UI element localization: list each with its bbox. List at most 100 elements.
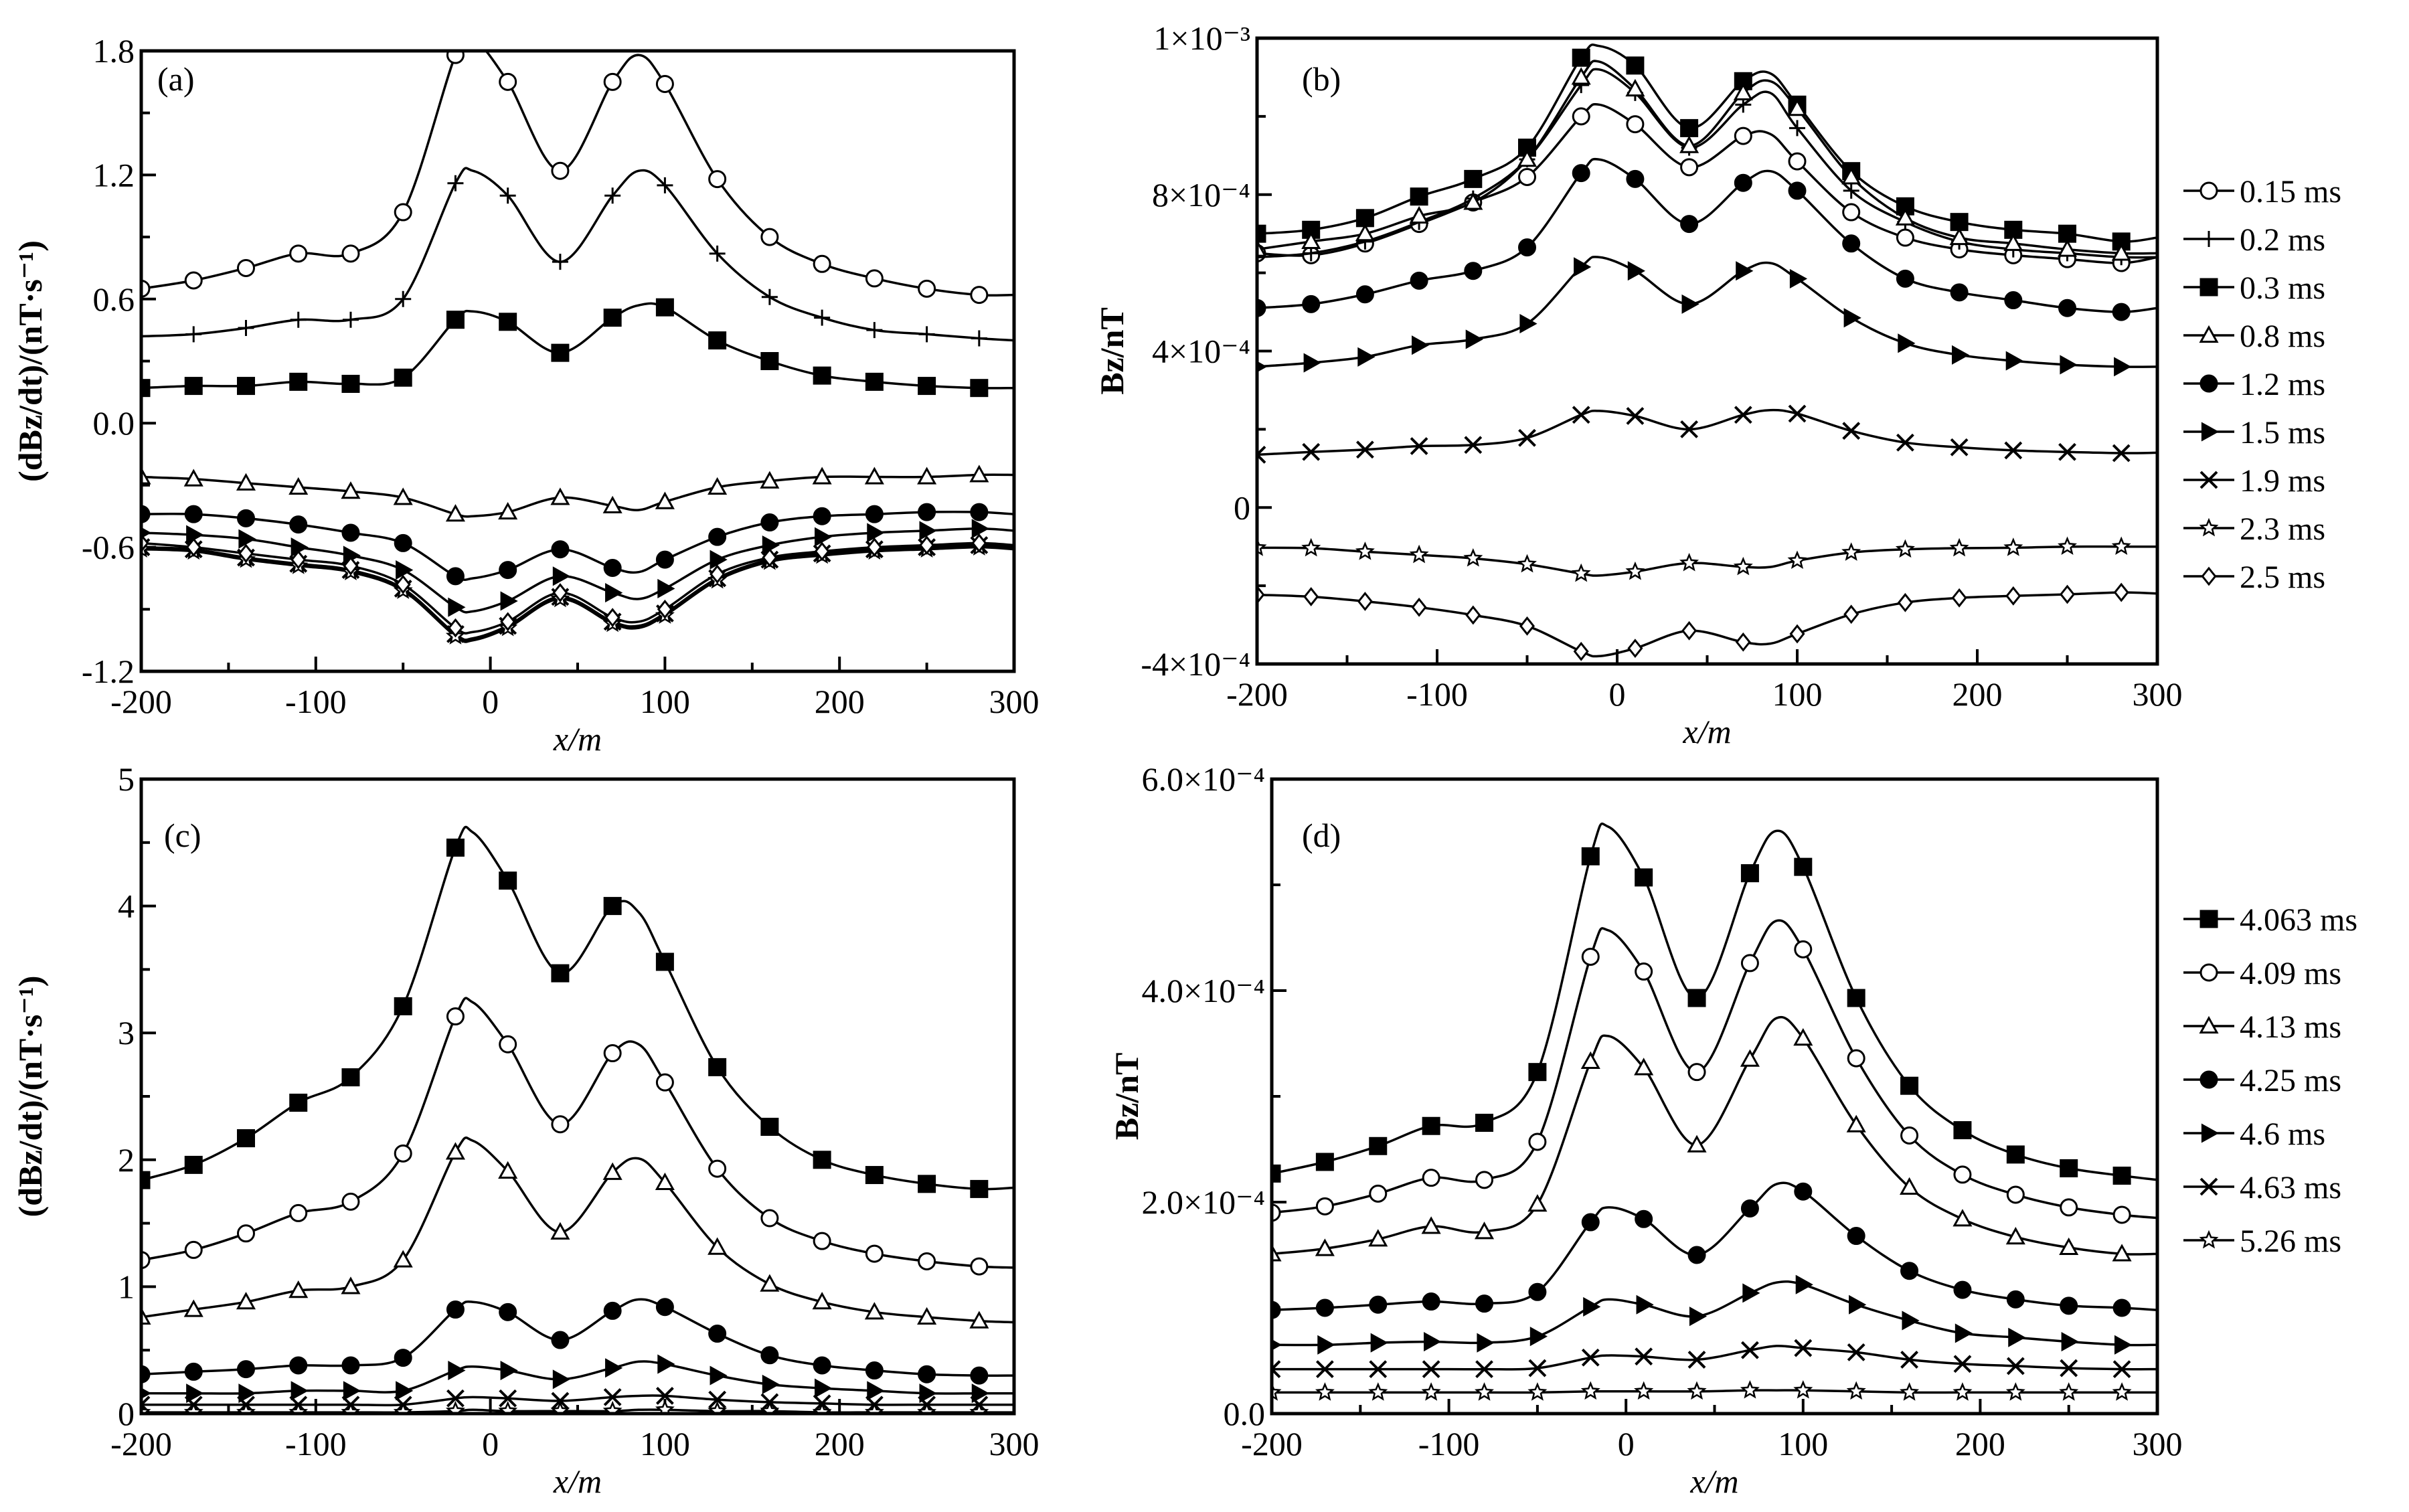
legend-entry: 0.15 ms: [2183, 174, 2341, 209]
data-point: [918, 377, 936, 396]
data-point: [1734, 127, 1752, 145]
data-point: [1303, 353, 1321, 373]
data-point: [1410, 271, 1428, 290]
legend-entry: 1.5 ms: [2183, 415, 2325, 450]
data-point: [1794, 940, 1813, 958]
data-point: [1257, 445, 1266, 464]
data-point: [498, 501, 518, 520]
data-point: [1369, 1184, 1388, 1203]
data-point: [1794, 1339, 1813, 1357]
data-point: [343, 1381, 361, 1401]
data-point: [603, 1301, 622, 1320]
data-point: [1740, 954, 1759, 973]
chart-panel-d: -200 -100 0 100 200 300 0.0 2.0×10⁻⁴ 4.0×10⁻⁴ 6.0…: [1108, 760, 2357, 1500]
data-point: [184, 1155, 203, 1174]
x-tick-label: 200: [815, 683, 865, 720]
data-point: [1571, 563, 1591, 582]
data-point: [499, 1389, 517, 1408]
data-point: [708, 1058, 727, 1076]
chart-panel-c: -200 -100 0 100 200 300 0 1 2 3 4 5 x/m (dBz/dt)/(nT·…: [11, 760, 1040, 1500]
data-point: [605, 1358, 623, 1378]
data-point: [184, 271, 203, 290]
y-tick-label: 1.8: [93, 32, 135, 70]
data-point: [2005, 1227, 2025, 1245]
data-point: [657, 578, 675, 598]
x-tick-label: 100: [1772, 675, 1823, 713]
data-point: [1572, 107, 1590, 126]
series-line: [1257, 545, 2157, 577]
data-point: [1735, 632, 1751, 652]
data-point: [499, 871, 517, 890]
data-point: [1368, 1382, 1388, 1401]
data-point: [289, 1203, 308, 1222]
data-point: [1733, 556, 1753, 576]
data-point: [971, 519, 989, 539]
data-point: [141, 1251, 151, 1270]
data-point: [1368, 1229, 1388, 1247]
x-axis-label: x/m: [553, 720, 602, 758]
data-point: [394, 1144, 412, 1163]
data-point: [499, 561, 517, 580]
data-point: [1272, 1164, 1281, 1183]
data-point: [289, 244, 308, 263]
data-point: [1574, 257, 1592, 277]
data-point: [1847, 989, 1865, 1007]
data-point: [236, 1292, 256, 1310]
x-tick-label: -200: [110, 1425, 172, 1462]
x-tick-label: 0: [482, 683, 499, 720]
data-point: [1355, 224, 1375, 242]
x-tick-label: 200: [1955, 1425, 2005, 1462]
data-point: [1626, 407, 1645, 425]
legend-entry: 0.3 ms: [2183, 270, 2325, 306]
data-point: [1272, 1360, 1281, 1379]
series-0-8-ms: [1257, 60, 2157, 261]
data-point: [1357, 592, 1373, 611]
data-point: [1475, 1382, 1494, 1401]
series-line: [1272, 1280, 2157, 1347]
data-point: [1896, 228, 1914, 247]
data-point: [655, 74, 674, 93]
series-5-26-ms: [1272, 1379, 2157, 1401]
legend-label: 0.2 ms: [2240, 222, 2325, 258]
data-point: [865, 1166, 884, 1185]
data-point: [2005, 586, 2021, 606]
data-point: [867, 1381, 885, 1401]
data-point: [2112, 1167, 2131, 1185]
data-point: [1315, 1153, 1334, 1171]
data-point: [238, 1383, 256, 1404]
panel-label: (d): [1302, 817, 1341, 854]
data-point: [1789, 624, 1805, 644]
legend-label: 1.9 ms: [2240, 463, 2325, 499]
data-point: [1896, 269, 1914, 288]
data-point: [341, 1276, 361, 1294]
legend-marker: [2199, 1177, 2218, 1196]
data-point: [1900, 1177, 1920, 1195]
data-point: [289, 1356, 308, 1375]
data-point: [760, 513, 779, 532]
data-point: [1412, 335, 1430, 355]
data-point: [1846, 1381, 1866, 1400]
data-point: [393, 1402, 413, 1414]
y-axis-label: Bz/nT: [1093, 307, 1131, 395]
legend-marker: [2199, 1070, 2218, 1089]
data-point: [605, 583, 623, 603]
data-point: [1257, 239, 1267, 257]
data-point: [2060, 1359, 2078, 1377]
data-point: [1315, 1382, 1335, 1401]
data-point: [813, 254, 831, 273]
series-line: [141, 545, 1014, 643]
legend: 0.15 ms 0.2 ms 0.3 ms 0.8 ms 1.2 ms 1.5 ms 1.9…: [2183, 174, 2341, 595]
data-point: [1740, 1049, 1760, 1067]
data-point: [813, 1356, 831, 1375]
data-point: [2059, 1237, 2079, 1256]
plot-frame: [1255, 36, 2159, 666]
data-point: [1422, 1169, 1440, 1187]
data-point: [236, 258, 255, 277]
y-tick-label: 1.2: [93, 156, 135, 193]
data-point: [865, 269, 884, 288]
y-axis-label: Bz/nT: [1108, 1053, 1145, 1141]
x-tick-label: -200: [1241, 1425, 1303, 1462]
data-point: [1571, 67, 1591, 85]
data-point: [918, 326, 935, 343]
data-point: [655, 1387, 674, 1405]
